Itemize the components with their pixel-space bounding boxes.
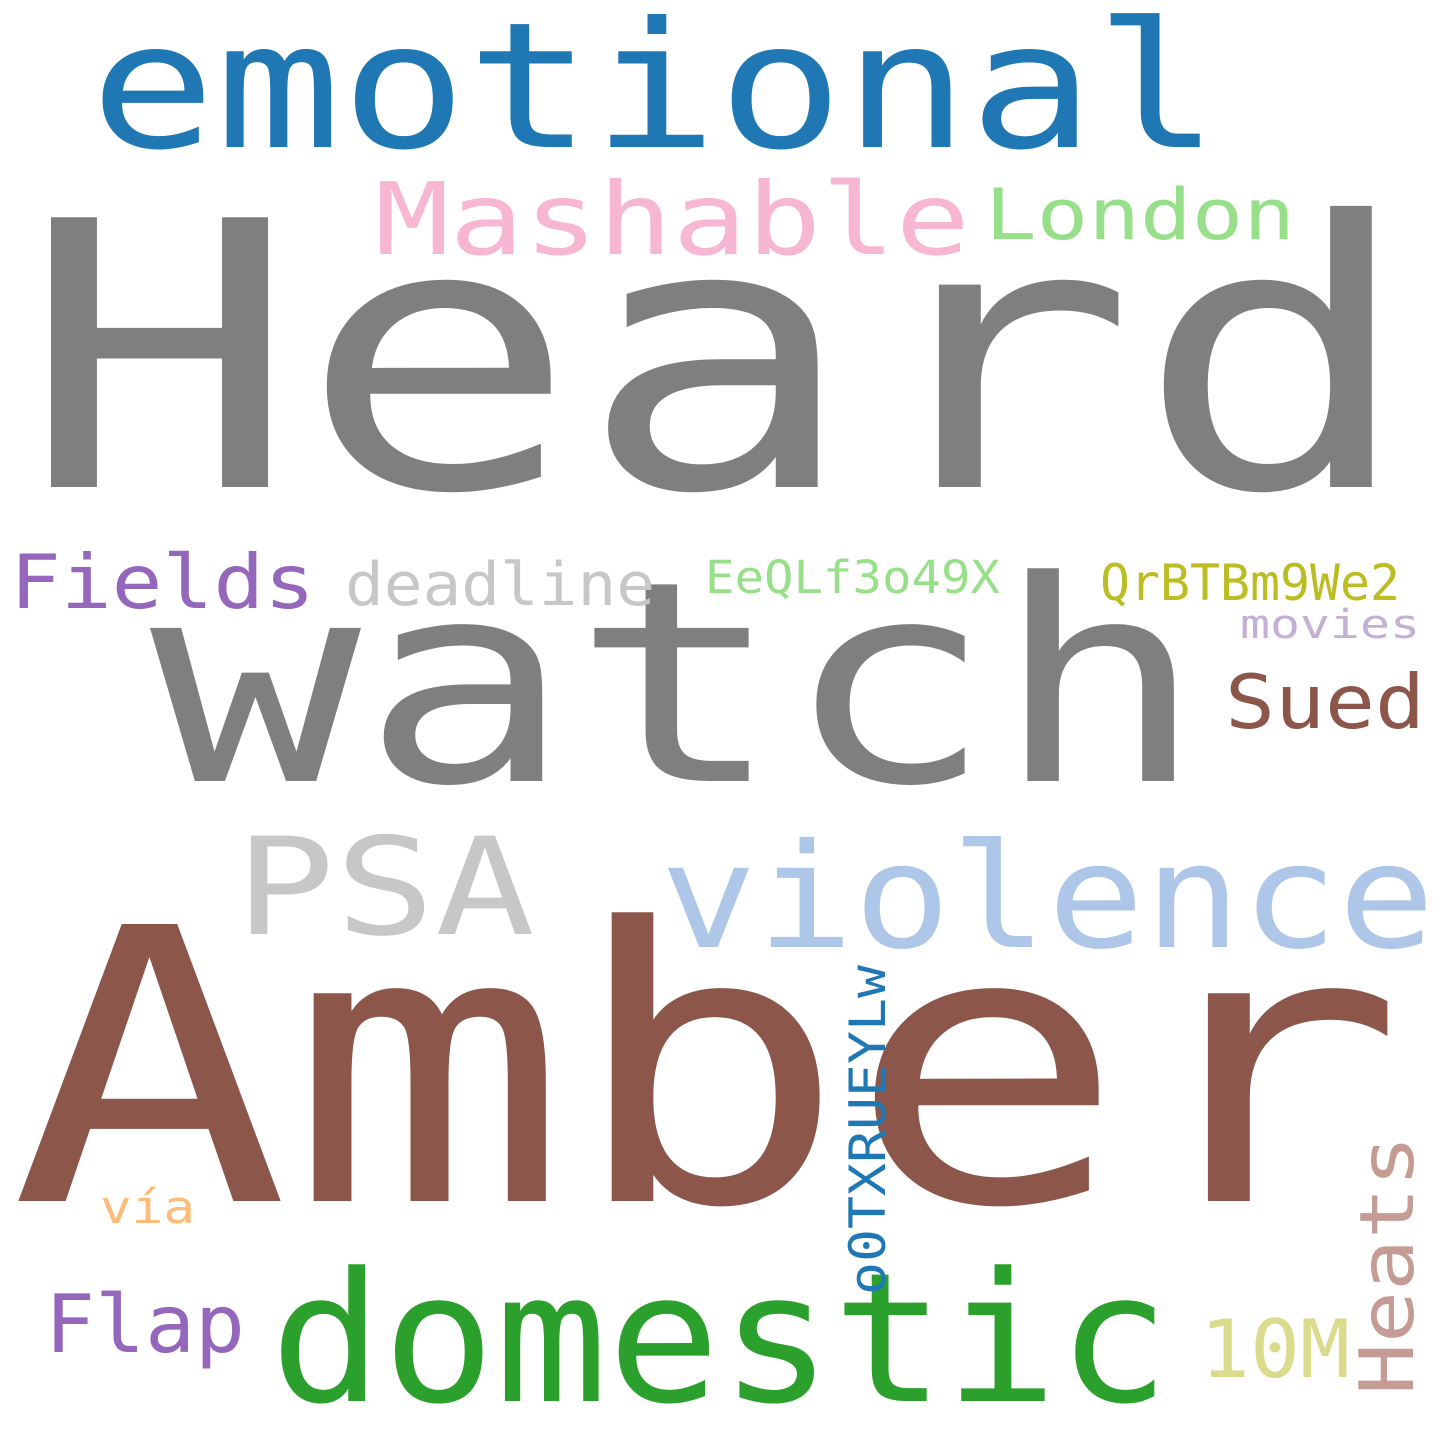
word-heard: Heard bbox=[20, 145, 1415, 575]
word-psa: PSA bbox=[235, 809, 535, 966]
word-watch: watch bbox=[150, 522, 1205, 848]
word-o0txrueylw: o0TXRUEYLw bbox=[839, 965, 897, 1295]
word-fields: Fields bbox=[10, 538, 315, 626]
word-flap: Flap bbox=[45, 1278, 245, 1371]
word-amber: Amber bbox=[10, 848, 1405, 1291]
word-heats: Heats bbox=[1343, 1135, 1431, 1395]
word-movies: movies bbox=[1240, 602, 1420, 648]
word-domestic: domestic bbox=[270, 1235, 1170, 1440]
word-deadline: deadline bbox=[345, 550, 655, 620]
word-via: vía bbox=[100, 1181, 195, 1234]
word-violence: violence bbox=[660, 813, 1435, 982]
word-eeqlf3o49x: EeQLf3o49X bbox=[705, 551, 1000, 604]
word-mashable: Mashable bbox=[375, 161, 970, 278]
word-london: London bbox=[985, 174, 1295, 256]
word-sued: Sued bbox=[1225, 658, 1425, 746]
word-emotional: emotional bbox=[90, 0, 1220, 189]
word-10m: 10M bbox=[1200, 1303, 1350, 1396]
word-qrbtbm9we2: QrBTBm9We2 bbox=[1100, 554, 1400, 612]
